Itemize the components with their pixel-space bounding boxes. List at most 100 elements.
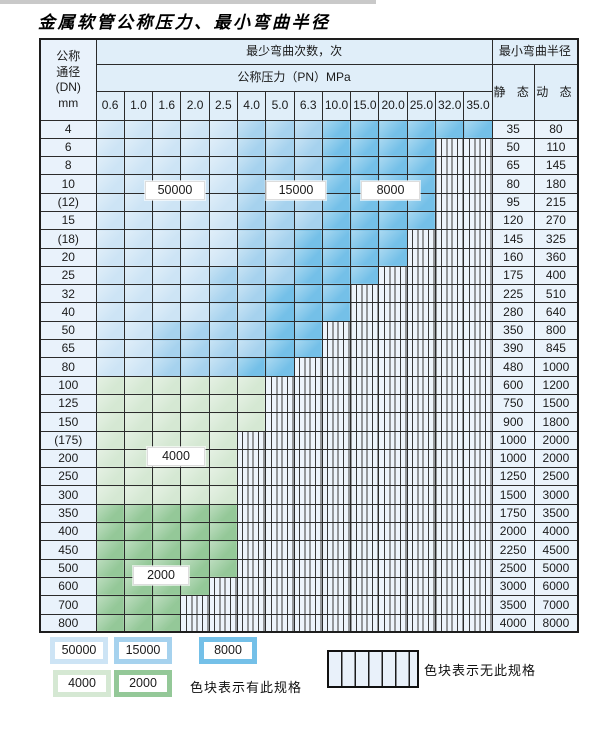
legend-swatch-8000: 8000 [199, 637, 257, 664]
spec-cell-b1 [152, 156, 182, 176]
no-spec-cell [350, 320, 380, 341]
no-spec-cell [378, 448, 408, 469]
dn-label: 50 [39, 320, 97, 341]
spec-cell-b3 [293, 302, 323, 322]
no-spec-cell [236, 503, 267, 524]
table-row-dn-15: 15 120 270 [39, 210, 579, 231]
spec-cell-b1 [123, 320, 154, 341]
legend-swatch-label: 8000 [204, 642, 252, 659]
no-spec-cell [435, 339, 465, 359]
spec-cell-b2 [236, 156, 267, 176]
dn-label: 700 [39, 595, 97, 615]
spec-cell-g1 [152, 485, 182, 505]
no-spec-cell [321, 503, 352, 524]
zone-count-label-2000: 2000 [133, 566, 189, 585]
pressure-value-header: 1.0 [123, 90, 154, 121]
spec-cell-b1 [123, 210, 154, 231]
dn-label: 200 [39, 448, 97, 469]
no-spec-cell [265, 503, 295, 524]
no-spec-cell [265, 558, 295, 578]
spec-cell-g1 [95, 448, 125, 469]
no-spec-cell [463, 522, 493, 542]
dn-label: 100 [39, 375, 97, 395]
table-row-dn-125: 125 750 1500 [39, 393, 579, 414]
spec-cell-g1 [152, 430, 182, 450]
spec-cell-g2 [180, 540, 210, 560]
spec-cell-b2 [293, 210, 323, 231]
dn-label: 4 [39, 119, 97, 139]
spec-cell-b1 [180, 210, 210, 231]
spec-cell-g1 [95, 430, 125, 450]
table-row-dn-100: 100 600 1200 [39, 375, 579, 395]
table-row-dn-6: 6 50 110 [39, 137, 579, 158]
spec-cell-b1 [208, 210, 238, 231]
no-spec-cell [293, 503, 323, 524]
no-spec-cell [435, 448, 465, 469]
spec-cell-b2 [265, 137, 295, 158]
dynamic-value: 1000 [533, 357, 579, 377]
table-row-dn-250: 250 1250 2500 [39, 467, 579, 487]
spec-cell-b3 [265, 320, 295, 341]
spec-cell-b1 [95, 247, 125, 267]
spec-cell-b2 [265, 156, 295, 176]
pressure-value-header: 32.0 [435, 90, 465, 121]
no-spec-cell [293, 448, 323, 469]
no-spec-cell [378, 503, 408, 524]
dynamic-value: 8000 [533, 613, 579, 633]
spec-cell-b1 [180, 247, 210, 267]
no-spec-cell [406, 229, 437, 249]
spec-cell-b3 [293, 229, 323, 249]
dynamic-header: 动 态 [533, 63, 579, 121]
spec-cell-b2 [180, 320, 210, 341]
spec-cell-b2 [265, 119, 295, 139]
no-spec-cell [463, 302, 493, 322]
dn-label: 10 [39, 174, 97, 194]
no-spec-cell [463, 412, 493, 432]
no-spec-cell [236, 467, 267, 487]
legend-no-spec-text: 色块表示无此规格 [424, 663, 537, 678]
no-spec-cell [236, 576, 267, 597]
no-spec-cell [321, 430, 352, 450]
spec-cell-b1 [180, 265, 210, 286]
dn-label: 450 [39, 540, 97, 560]
spec-cell-b1 [123, 284, 154, 304]
no-spec-cell [378, 467, 408, 487]
spec-cell-g2 [95, 558, 125, 578]
no-spec-cell [406, 375, 437, 395]
dn-label: 20 [39, 247, 97, 267]
spec-cell-b2 [236, 265, 267, 286]
dn-label: 300 [39, 485, 97, 505]
spec-cell-b1 [123, 137, 154, 158]
no-spec-cell [265, 375, 295, 395]
dn-label: 400 [39, 522, 97, 542]
table-row-dn-300: 300 1500 3000 [39, 485, 579, 505]
static-value: 1000 [491, 448, 535, 469]
no-spec-cell [350, 412, 380, 432]
spec-cell-g1 [236, 393, 267, 414]
no-spec-cell [406, 339, 437, 359]
dn-corner-line: 通径 [56, 64, 81, 79]
spec-cell-g2 [95, 613, 125, 633]
dynamic-value: 4500 [533, 540, 579, 560]
static-value: 120 [491, 210, 535, 231]
dn-label: 500 [39, 558, 97, 578]
no-spec-cell [265, 412, 295, 432]
no-spec-cell [435, 595, 465, 615]
no-spec-cell [406, 412, 437, 432]
dynamic-value: 270 [533, 210, 579, 231]
dn-label: 800 [39, 613, 97, 633]
no-spec-cell [463, 558, 493, 578]
static-value: 600 [491, 375, 535, 395]
no-spec-cell [321, 540, 352, 560]
pressure-header: 公称压力（PN）MPa [95, 63, 493, 92]
no-spec-cell [378, 320, 408, 341]
no-spec-cell [293, 393, 323, 414]
spec-cell-b1 [123, 357, 154, 377]
spec-cell-b3 [350, 229, 380, 249]
spec-cell-b1 [152, 284, 182, 304]
no-spec-cell [463, 613, 493, 633]
spec-cell-b3 [321, 210, 352, 231]
no-spec-cell [265, 485, 295, 505]
no-spec-cell [435, 558, 465, 578]
spec-cell-g1 [208, 467, 238, 487]
